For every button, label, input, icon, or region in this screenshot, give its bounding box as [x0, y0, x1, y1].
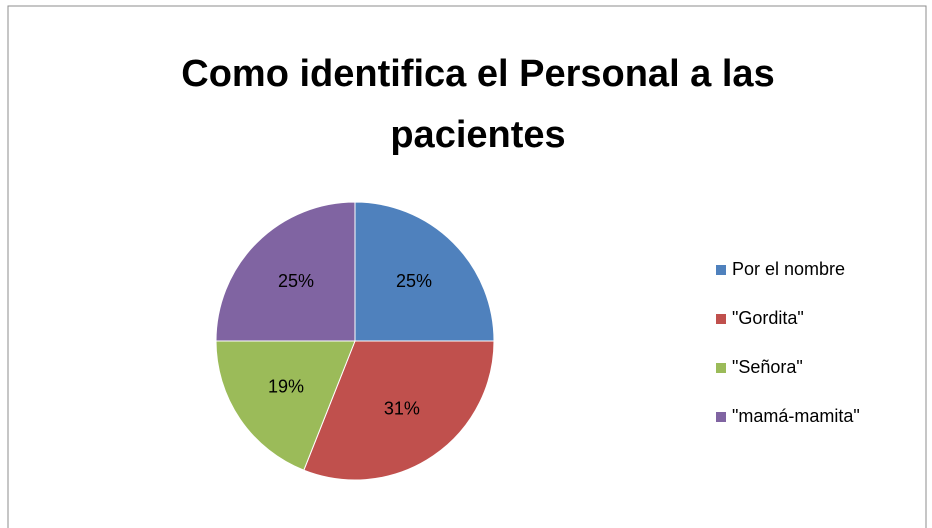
legend-swatch: [716, 265, 726, 275]
data-label: 19%: [268, 377, 304, 397]
data-label: 25%: [278, 271, 314, 291]
data-label: 31%: [384, 399, 420, 419]
data-label: 25%: [396, 271, 432, 291]
pie-slice: [354, 201, 495, 342]
legend-swatch: [716, 314, 726, 324]
legend-label: "Gordita": [732, 308, 804, 328]
legend-swatch: [716, 363, 726, 373]
legend-label: "Señora": [732, 357, 803, 377]
pie-slice: [215, 340, 356, 471]
legend-label: Por el nombre: [732, 259, 845, 279]
pie-slice: [215, 201, 356, 342]
pie-slice: [303, 340, 495, 481]
chart-frame: [7, 5, 927, 528]
legend-label: "mamá-mamita": [732, 406, 860, 426]
legend-swatch: [716, 412, 726, 422]
chart-title: Como identifica el Personal a las pacien…: [181, 53, 775, 156]
